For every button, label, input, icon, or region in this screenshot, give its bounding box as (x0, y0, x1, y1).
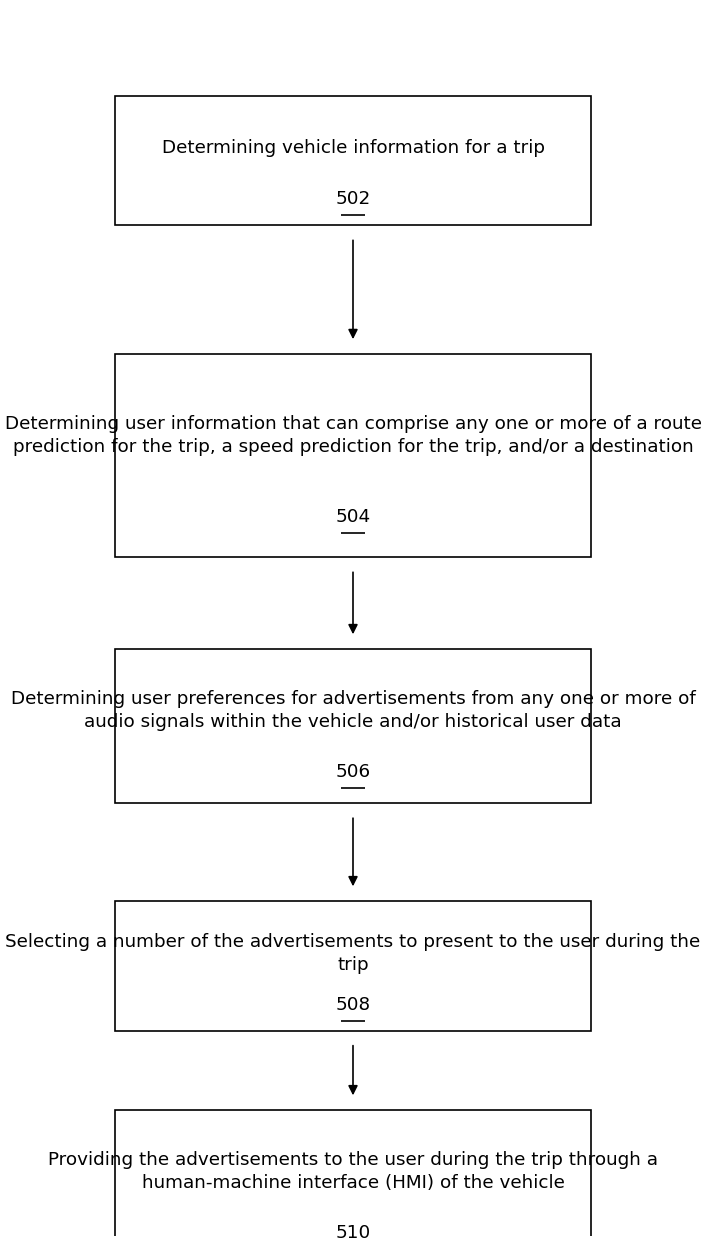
Text: 502: 502 (335, 190, 371, 209)
Text: Determining vehicle information for a trip: Determining vehicle information for a tr… (162, 139, 544, 156)
Text: Providing the advertisements to the user during the trip through a human-machine: Providing the advertisements to the user… (48, 1151, 658, 1192)
FancyBboxPatch shape (114, 649, 592, 802)
FancyBboxPatch shape (114, 1110, 592, 1250)
Text: Selecting a number of the advertisements to present to the user during the trip: Selecting a number of the advertisements… (6, 932, 700, 974)
FancyBboxPatch shape (114, 96, 592, 225)
Text: Determining user preferences for advertisements from any one or more of audio si: Determining user preferences for adverti… (11, 690, 695, 731)
Text: 504: 504 (335, 508, 371, 525)
Text: 508: 508 (335, 996, 371, 1014)
FancyBboxPatch shape (114, 901, 592, 1030)
Text: 506: 506 (335, 764, 371, 781)
FancyBboxPatch shape (114, 354, 592, 558)
Text: Determining user information that can comprise any one or more of a route predic: Determining user information that can co… (4, 415, 702, 456)
Text: 510: 510 (335, 1225, 371, 1242)
